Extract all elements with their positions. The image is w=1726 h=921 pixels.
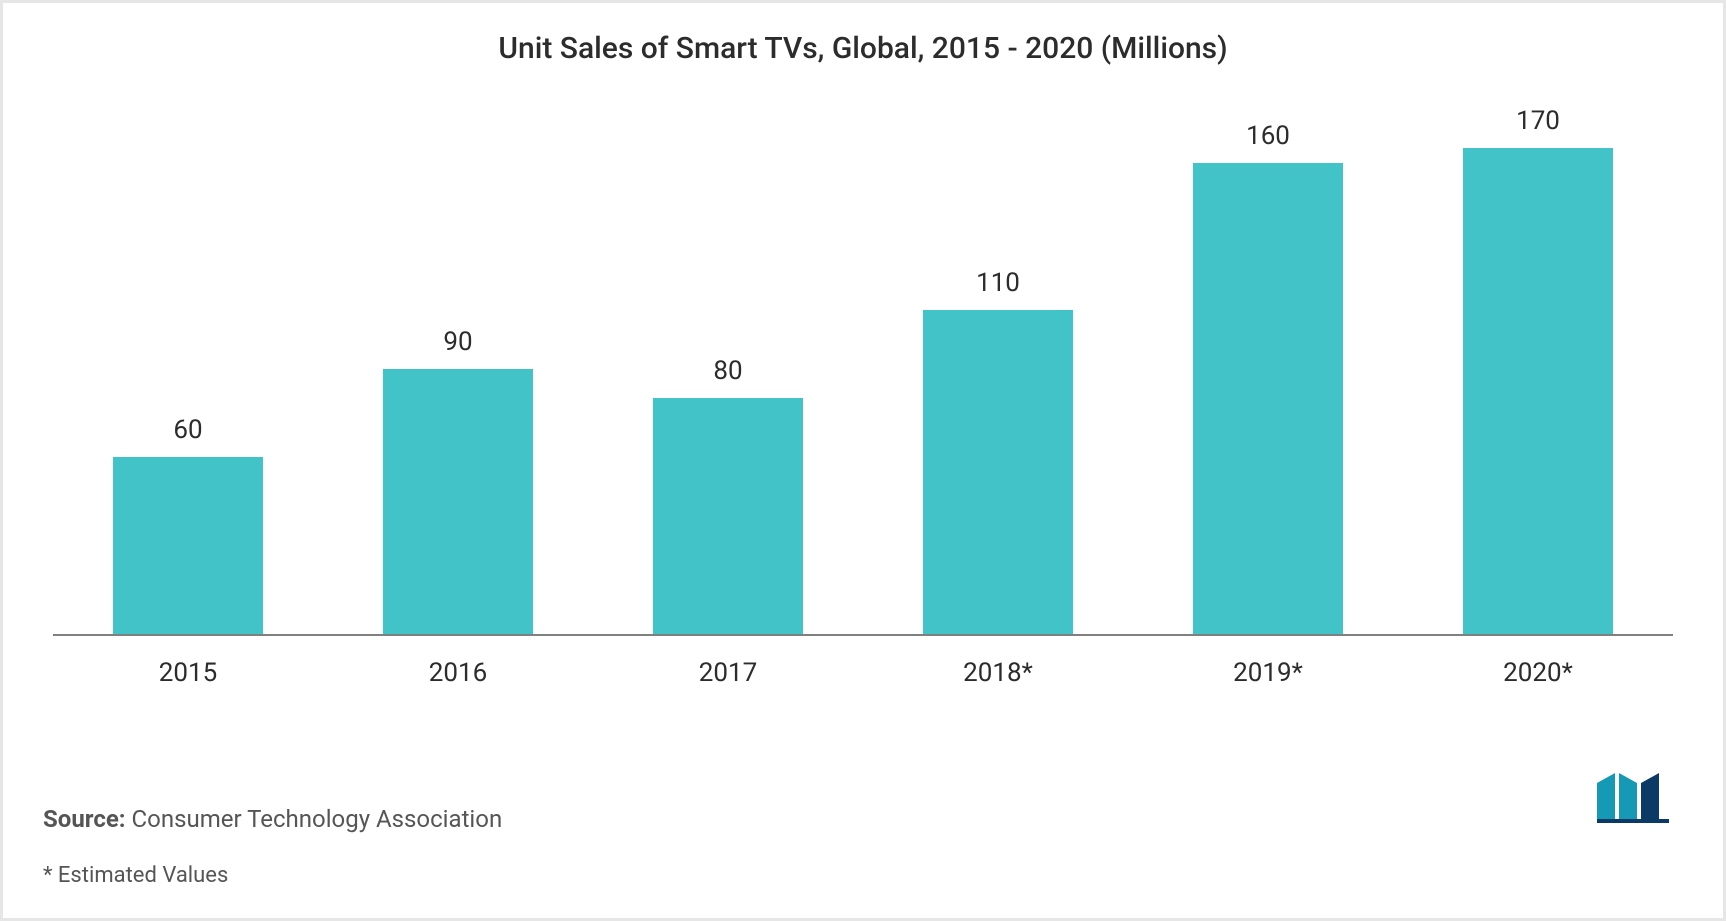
x-axis-label: 2020* (1403, 658, 1673, 688)
bar-group: 110 (863, 106, 1133, 634)
bar-group: 160 (1133, 106, 1403, 634)
x-axis-label: 2018* (863, 658, 1133, 688)
plot-area: 60 90 80 110 160 170 (53, 106, 1673, 636)
logo-underline (1597, 819, 1669, 823)
logo-bar-3 (1641, 773, 1659, 819)
bar-value-label: 60 (173, 415, 202, 445)
bar-rect (653, 398, 803, 634)
bar-value-label: 90 (443, 327, 472, 357)
estimated-note: * Estimated Values (43, 863, 1683, 888)
bar-rect (1193, 163, 1343, 634)
bar-group: 90 (323, 106, 593, 634)
chart-container: Unit Sales of Smart TVs, Global, 2015 - … (0, 0, 1726, 921)
x-axis-label: 2017 (593, 658, 863, 688)
logo-bar-2 (1619, 773, 1637, 819)
x-axis-label: 2019* (1133, 658, 1403, 688)
source-text: Consumer Technology Association (126, 805, 503, 833)
bar-group: 60 (53, 106, 323, 634)
logo-bar-1 (1597, 773, 1615, 819)
chart-title: Unit Sales of Smart TVs, Global, 2015 - … (43, 31, 1683, 66)
bar-rect (1463, 148, 1613, 634)
bar-value-label: 110 (976, 268, 1020, 298)
brand-logo-icon (1593, 771, 1673, 823)
bar-group: 80 (593, 106, 863, 634)
chart-footer: Source: Consumer Technology Association … (43, 805, 1683, 888)
x-axis-label: 2015 (53, 658, 323, 688)
bar-rect (923, 310, 1073, 634)
bar-rect (383, 369, 533, 634)
bar-value-label: 80 (713, 356, 742, 386)
source-line: Source: Consumer Technology Association (43, 805, 1683, 833)
x-axis-label: 2016 (323, 658, 593, 688)
x-axis-labels: 2015201620172018*2019*2020* (53, 658, 1673, 688)
bars-row: 60 90 80 110 160 170 (53, 106, 1673, 634)
bar-value-label: 170 (1516, 106, 1560, 136)
logo-svg (1593, 771, 1673, 823)
bar-value-label: 160 (1246, 121, 1290, 151)
source-label: Source: (43, 805, 126, 833)
bar-rect (113, 457, 263, 634)
bar-group: 170 (1403, 106, 1673, 634)
